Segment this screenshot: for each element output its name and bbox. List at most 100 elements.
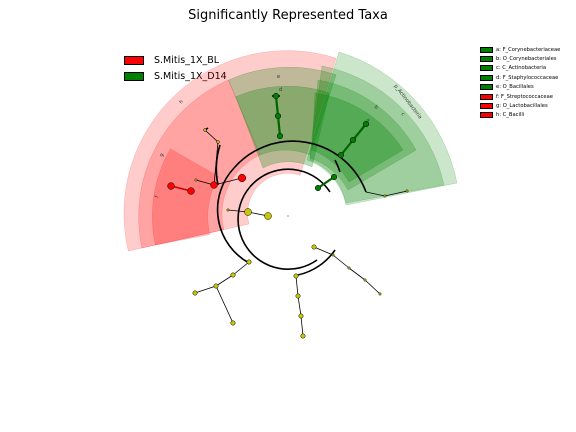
taxa-label: d: F_Staphylococcaceae (496, 74, 559, 81)
branch (365, 191, 386, 197)
clade-sector-d (235, 85, 330, 169)
node-f-streptococcaceae (187, 187, 195, 195)
clade-label-a: a (365, 117, 371, 123)
node-nonsignificant (405, 189, 409, 193)
node-g-lactobacillales (210, 181, 218, 189)
node-staphylococcus (272, 92, 280, 100)
taxa-swatch (480, 56, 493, 63)
node-nonsignificant (213, 283, 219, 289)
branch (215, 285, 234, 324)
taxa-swatch (480, 65, 493, 72)
node-nonsignificant (363, 278, 367, 282)
class-legend: S.Mitis_1X_BL S.Mitis_1X_D14 (124, 52, 227, 84)
figure-title: Significantly Represented Taxa (188, 8, 388, 23)
branch (237, 168, 331, 270)
node-actinobacteria-class (330, 173, 338, 181)
node-nonsignificant (244, 208, 252, 216)
branch (340, 139, 354, 156)
branch (297, 295, 302, 317)
branch (352, 123, 367, 141)
clade-label-c: c (399, 111, 406, 117)
taxa-label: c: C_Actinobacteria (496, 65, 547, 72)
node-e-bacillales (276, 132, 284, 140)
tree-root (287, 215, 289, 217)
branch (317, 176, 335, 189)
class-legend-item-bl: S.Mitis_1X_BL (124, 52, 227, 68)
branch (216, 167, 250, 264)
node-nonsignificant (383, 194, 387, 198)
branch (297, 249, 336, 276)
class-legend-item-d14: S.Mitis_1X_D14 (124, 68, 227, 84)
branch (334, 159, 341, 173)
node-nonsignificant (230, 272, 236, 278)
taxa-label: f: F_Streptococcaceae (496, 93, 553, 100)
node-corynebacterium (362, 120, 370, 128)
node-nonsignificant (216, 140, 220, 144)
node-nonsignificant (226, 208, 230, 212)
node-nonsignificant (192, 290, 198, 296)
taxa-label: b: O_Corynebacteriales (496, 56, 557, 63)
node-nonsignificant (378, 292, 382, 296)
clade-label-e: e (277, 74, 280, 80)
node-nonsignificant (203, 128, 207, 132)
node-nonsignificant (295, 293, 301, 299)
branch (215, 274, 234, 287)
class-swatch-bl (124, 55, 144, 65)
node-nonsignificant (347, 266, 351, 270)
taxa-swatch (480, 74, 493, 81)
node-a-corynebacteriaceae (349, 136, 357, 144)
class-label-bl: S.Mitis_1X_BL (154, 54, 220, 66)
branch (276, 115, 282, 137)
clade-sector-a (311, 92, 404, 183)
clade-label-d: d (279, 87, 282, 93)
node-b-corynebacteriales (337, 151, 345, 159)
branch (194, 285, 217, 294)
clade-label-h: h (178, 99, 184, 105)
taxa-legend-item: h: C_Bacilli (480, 111, 560, 120)
node-h-bacilli (237, 173, 247, 183)
branch (300, 315, 304, 337)
node-c-actinobacteria (314, 184, 322, 192)
taxa-label: a: F_Corynebacteriaceae (496, 46, 561, 53)
clade-sector-e (228, 66, 337, 156)
clade-label-b: b (373, 104, 379, 110)
taxa-legend-item: g: O_Lactobacillales (480, 101, 560, 110)
node-nonsignificant (230, 320, 236, 326)
taxa-legend-item: a: F_Corynebacteriaceae (480, 45, 560, 54)
clade-label-g: g (159, 152, 166, 158)
taxa-label: e: O_Bacillales (496, 84, 534, 91)
clade-sector-f (152, 148, 219, 246)
taxa-legend-item: f: F_Streptococcaceae (480, 92, 560, 101)
clade-sectors (123, 50, 458, 252)
clade-sector-c (309, 65, 445, 204)
clade-sector-h (123, 50, 337, 252)
branch (348, 267, 366, 281)
class-swatch-d14 (124, 71, 144, 81)
node-nonsignificant (300, 333, 306, 339)
branch (204, 129, 219, 143)
taxa-label: g: O_Lactobacillales (496, 103, 548, 110)
node-streptococcus (167, 182, 175, 190)
taxa-swatch (480, 103, 493, 110)
tree-branches (170, 95, 408, 337)
taxa-legend-item: e: O_Bacillales (480, 83, 560, 92)
node-nonsignificant (293, 273, 299, 279)
branch (295, 275, 299, 297)
branch (213, 177, 243, 186)
node-nonsignificant (246, 259, 252, 265)
branch (215, 144, 221, 186)
taxa-swatch (480, 93, 493, 100)
clade-sector-phylum (306, 51, 458, 206)
taxa-swatch (480, 84, 493, 91)
taxa-legend: a: F_Corynebacteriaceae b: O_Corynebacte… (480, 45, 560, 120)
branch (384, 190, 408, 197)
taxa-label: h: C_Bacilli (496, 112, 525, 119)
taxa-legend-item: b: O_Corynebacteriales (480, 54, 560, 63)
branch (213, 141, 219, 186)
taxa-legend-item: c: C_Actinobacteria (480, 64, 560, 73)
node-nonsignificant (298, 313, 304, 319)
class-label-d14: S.Mitis_1X_D14 (154, 70, 227, 82)
node-nonsignificant (264, 212, 272, 220)
